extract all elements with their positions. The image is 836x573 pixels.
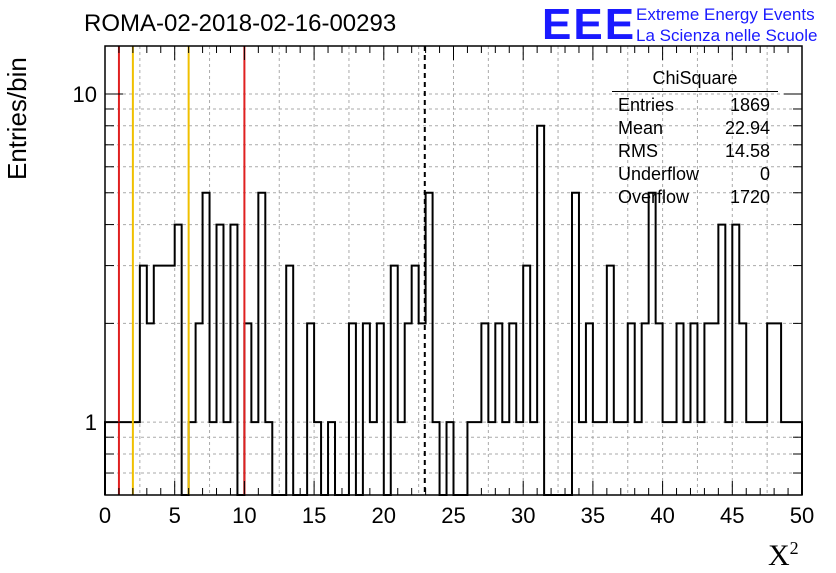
y-tick-label: 10: [73, 82, 97, 107]
stats-row: Underflow 0: [612, 163, 778, 186]
x-tick-label: 45: [720, 503, 744, 528]
stats-row: Overflow 1720: [612, 186, 778, 209]
x-axis-label: X2: [768, 538, 799, 573]
x-tick-label: 35: [581, 503, 605, 528]
y-axis-label: Entries/bin: [2, 57, 32, 180]
x-tick-label: 30: [511, 503, 535, 528]
stats-row: RMS 14.58: [612, 140, 778, 163]
x-axis-label-sup: 2: [789, 538, 799, 558]
stats-label: Entries: [618, 95, 675, 115]
logo-line-2: La Scienza nelle Scuole: [636, 26, 818, 45]
eee-logo-mark: EEE: [542, 0, 637, 49]
chart-title: ROMA-02-2018-02-16-00293: [84, 10, 397, 37]
stats-value: 1720: [729, 187, 770, 207]
stats-label: RMS: [618, 141, 658, 161]
x-tick-label: 25: [441, 503, 465, 528]
stats-title: ChiSquare: [612, 68, 778, 92]
stats-box: ChiSquare Entries 1869 Mean 22.94 RMS 14.58…: [612, 68, 778, 209]
stats-label: Overflow: [618, 187, 690, 207]
x-tick-label: 15: [302, 503, 326, 528]
x-tick-label: 20: [372, 503, 396, 528]
stats-row: Mean 22.94: [612, 117, 778, 140]
x-tick-label: 50: [790, 503, 814, 528]
stats-row: Entries 1869: [612, 94, 778, 117]
stats-label: Underflow: [618, 164, 700, 184]
x-tick-label: 0: [99, 503, 111, 528]
stats-value: 1869: [729, 95, 770, 115]
stats-value: 22.94: [724, 118, 770, 138]
x-tick-label: 10: [232, 503, 256, 528]
y-tick-label: 1: [85, 410, 97, 435]
x-tick-label: 40: [650, 503, 674, 528]
x-tick-label: 5: [169, 503, 181, 528]
logo-line-1: Extreme Energy Events: [636, 5, 815, 24]
x-axis-label-base: X: [768, 539, 790, 572]
stats-value: 14.58: [724, 141, 770, 161]
stats-label: Mean: [618, 118, 664, 138]
stats-value: 0: [759, 164, 770, 184]
